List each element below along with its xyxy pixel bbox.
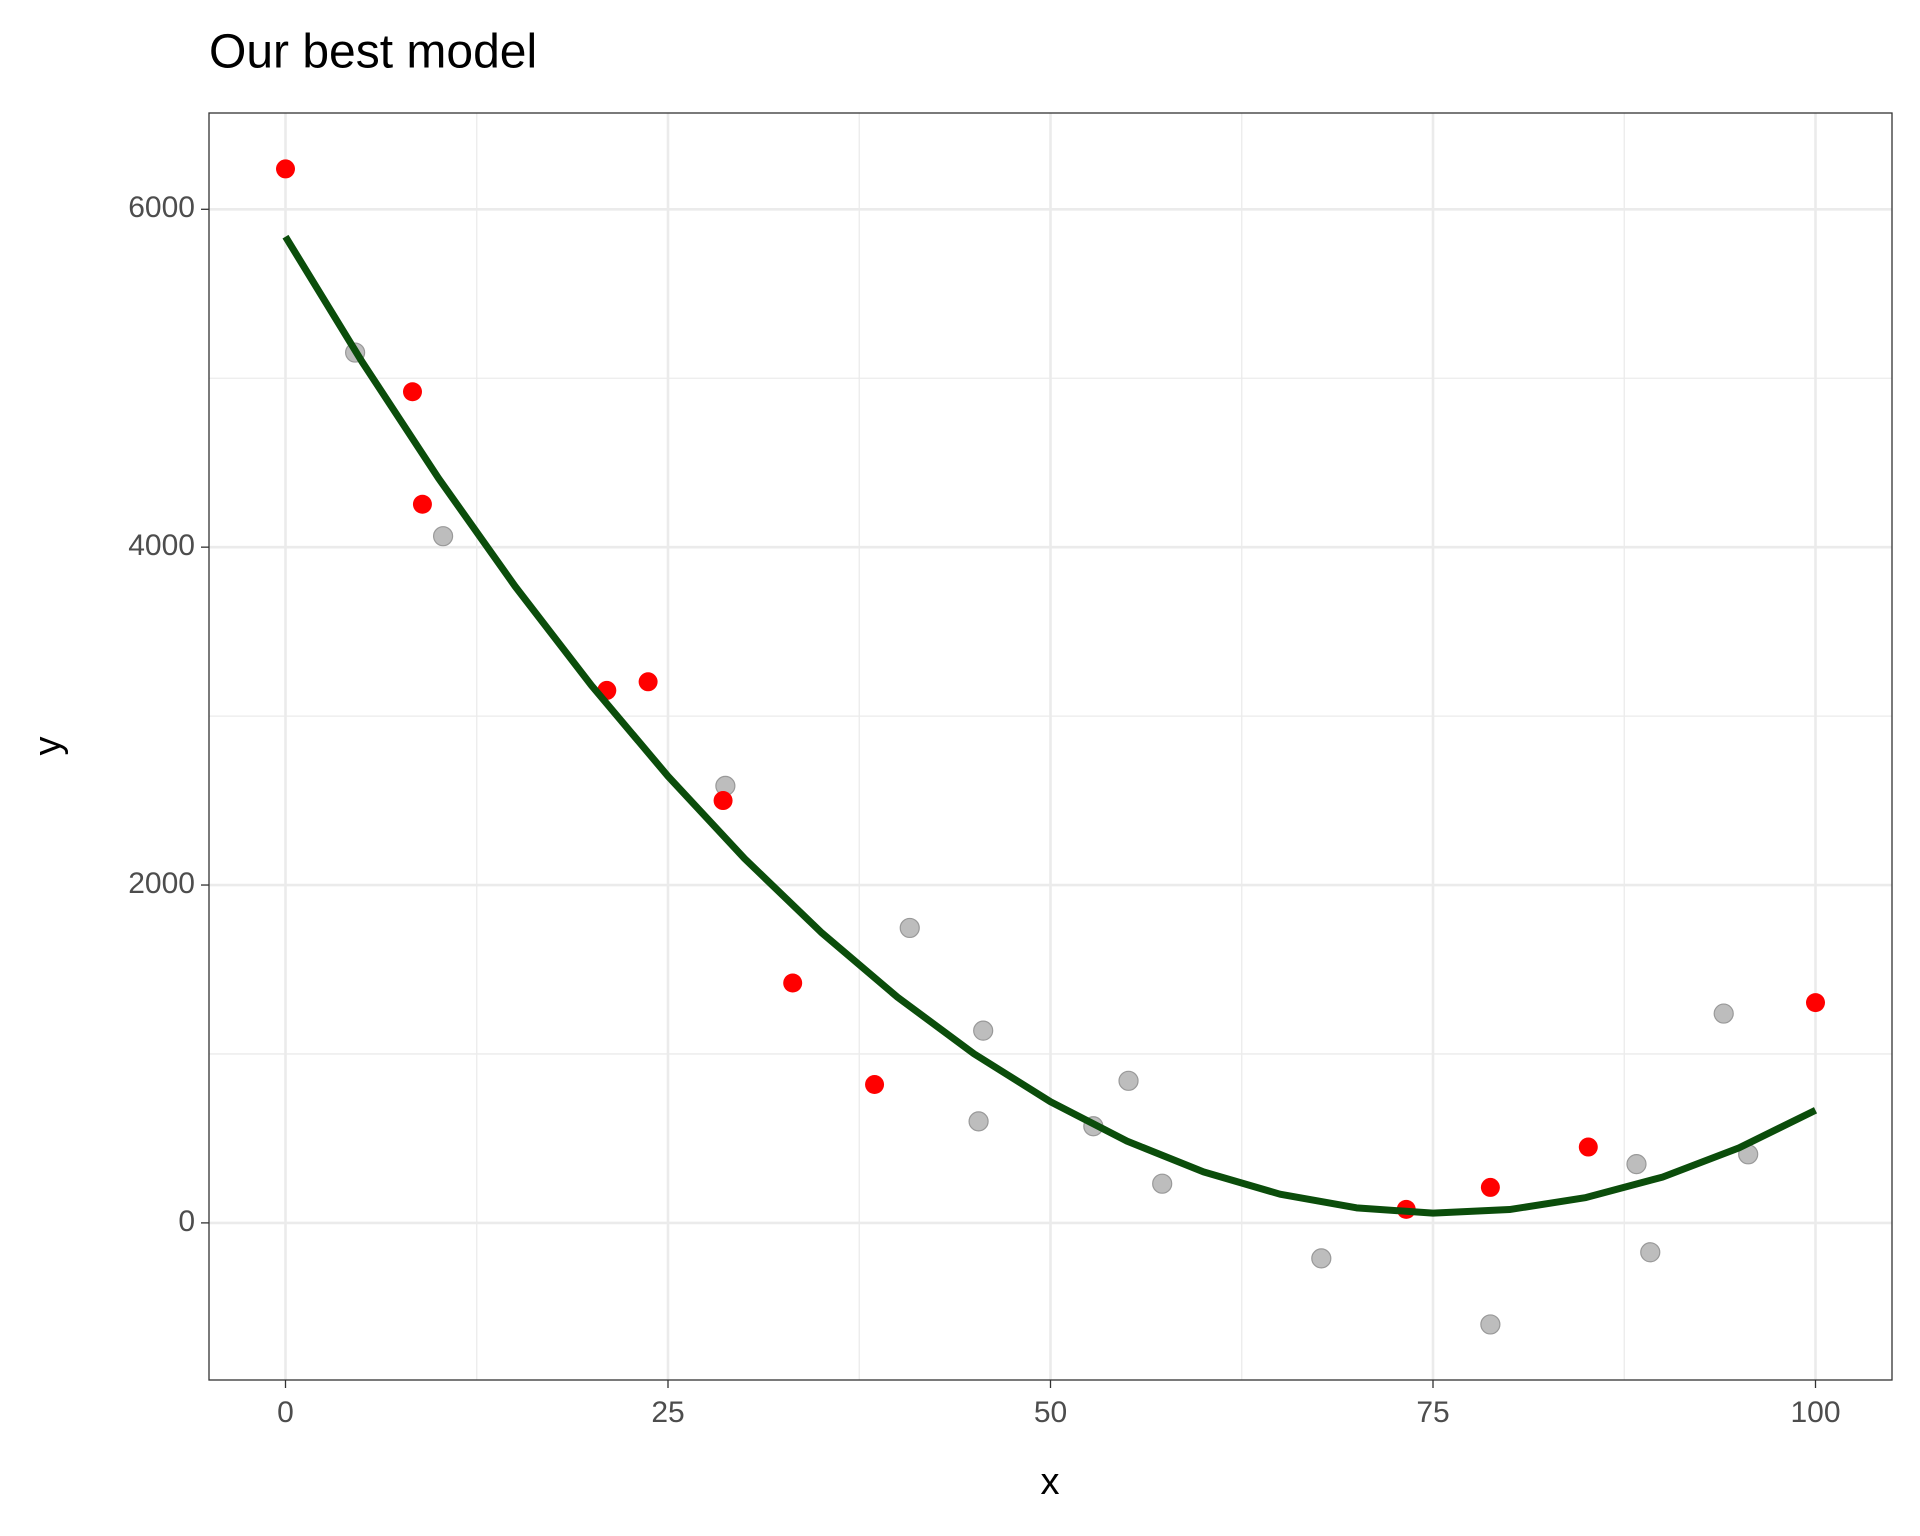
y-tick-label: 4000 (128, 529, 195, 562)
point (412, 494, 432, 514)
point (1713, 1003, 1734, 1024)
x-tick-label: 75 (1416, 1396, 1449, 1429)
point (1578, 1137, 1598, 1157)
panel-border (208, 112, 1893, 1381)
x-tick-label: 25 (651, 1396, 684, 1429)
point (402, 382, 422, 402)
x-tick-label: 0 (277, 1396, 294, 1429)
fit-line (282, 234, 1818, 1217)
point (638, 672, 658, 692)
point (899, 917, 920, 939)
point (1480, 1177, 1500, 1197)
y-tick-label: 2000 (128, 867, 195, 900)
point (968, 1111, 989, 1132)
point (865, 1075, 885, 1095)
point (1806, 993, 1825, 1013)
point (783, 973, 803, 993)
x-tick-label: 50 (1034, 1396, 1067, 1429)
point (276, 159, 295, 179)
point (1626, 1154, 1647, 1175)
point (1152, 1173, 1173, 1194)
point (1311, 1248, 1332, 1269)
point (713, 791, 733, 811)
y-tick-label: 6000 (128, 191, 195, 224)
x-axis-label: x (1041, 1461, 1060, 1503)
y-tick-label: 0 (178, 1205, 195, 1238)
y-axis-label: y (27, 737, 69, 756)
point (432, 526, 454, 547)
x-tick-label: 100 (1790, 1396, 1840, 1429)
point (1480, 1314, 1501, 1335)
point (1640, 1242, 1661, 1263)
point (973, 1020, 994, 1041)
point (1118, 1070, 1139, 1091)
chart-title: Our best model (209, 26, 537, 79)
